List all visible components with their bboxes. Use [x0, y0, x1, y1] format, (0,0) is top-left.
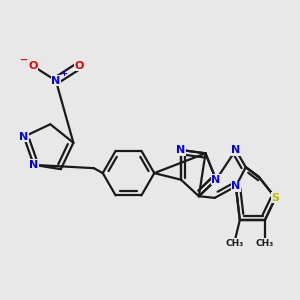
Text: S: S [272, 193, 280, 203]
Text: O: O [74, 61, 84, 71]
Text: N: N [29, 160, 38, 170]
Text: N: N [231, 145, 241, 155]
Text: CH₃: CH₃ [225, 238, 243, 247]
Text: −: − [20, 55, 28, 65]
Text: N: N [176, 145, 186, 155]
Text: CH₃: CH₃ [256, 238, 274, 247]
Text: O: O [28, 61, 38, 71]
Text: N: N [19, 132, 28, 142]
Text: +: + [60, 69, 67, 78]
Text: N: N [51, 76, 61, 85]
Text: N: N [212, 175, 221, 185]
Text: N: N [231, 181, 241, 191]
